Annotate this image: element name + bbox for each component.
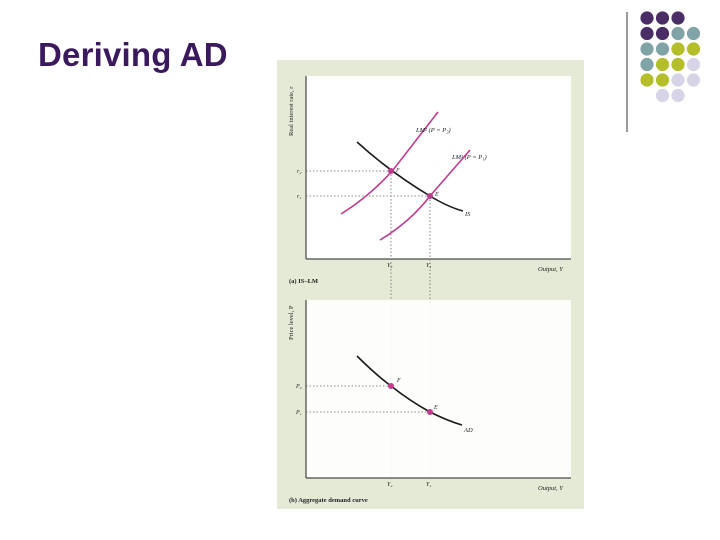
decorative-dot-olive [671, 57, 685, 72]
decorative-dot-olive [686, 42, 701, 56]
point-f-bottom-label: F [396, 378, 401, 384]
bottom-x-axis-label: Output, Y [538, 485, 564, 492]
slide-title: Deriving AD [38, 36, 228, 73]
decorative-dot-olive [640, 73, 654, 87]
decorative-dot-olive [671, 42, 685, 56]
bottom-panel-ad: AD F E P₂ P₁ Y₂ Y₁ Output, Y Price level… [288, 300, 571, 504]
top-plot-area [306, 76, 571, 259]
decorative-dot-grid [626, 11, 701, 132]
y1-tick-label-top: Y₁ [426, 263, 431, 269]
r2-tick-label: r₂ [297, 169, 301, 175]
p1-tick-label: P₁ [295, 410, 302, 416]
bottom-plot-area [306, 300, 571, 478]
decorative-dot-olive [655, 57, 670, 72]
decorative-dot-purple [640, 26, 654, 41]
point-e-top-label: E [434, 192, 439, 198]
bottom-y-axis-label: Price level, P [288, 305, 295, 340]
decorative-dot-teal [655, 42, 670, 56]
top-panel-islm: LM² (P = P₂) LM¹ (P = P₁) IS F E r₂ r₁ Y… [288, 76, 571, 285]
decorative-dot-lavender [686, 57, 701, 72]
top-x-axis-label: Output, Y [538, 266, 564, 273]
decorative-dot-purple [655, 11, 670, 25]
y2-tick-label-bottom: Y₂ [387, 482, 392, 488]
y2-tick-label-top: Y₂ [387, 263, 392, 269]
decorative-dot-lavender [671, 88, 685, 103]
ad-label: AD [463, 427, 473, 434]
is-label: IS [464, 211, 471, 218]
point-f-top-label: F [395, 168, 400, 174]
decorative-dot-purple [671, 11, 685, 25]
decorative-dot-teal [640, 42, 654, 56]
decorative-dot-lavender [686, 73, 701, 87]
bottom-panel-caption: (b) Aggregate demand curve [289, 497, 368, 504]
y1-tick-label-bottom: Y₁ [426, 482, 431, 488]
decorative-dot-purple [640, 11, 654, 25]
decorative-dot-olive [655, 73, 670, 87]
lm1-label: LM¹ (P = P₁) [451, 154, 487, 161]
decorative-dot-teal [671, 26, 685, 41]
decorative-dot-lavender [655, 88, 670, 103]
p2-tick-label: P₂ [295, 384, 302, 390]
decorative-dot-teal [686, 26, 701, 41]
decorative-dot-purple [655, 26, 670, 41]
point-e-bottom [427, 409, 433, 415]
top-y-axis-label: Real interest rate, r [288, 86, 295, 136]
decorative-dot-lavender [671, 73, 685, 87]
lm2-label: LM² (P = P₂) [415, 127, 451, 134]
r1-tick-label: r₁ [297, 194, 301, 200]
top-panel-caption: (a) IS–LM [289, 278, 318, 285]
decorative-dot-teal [640, 57, 654, 72]
point-e-bottom-label: E [433, 405, 438, 411]
ad-curve [356, 355, 463, 426]
point-f-bottom [388, 383, 394, 389]
